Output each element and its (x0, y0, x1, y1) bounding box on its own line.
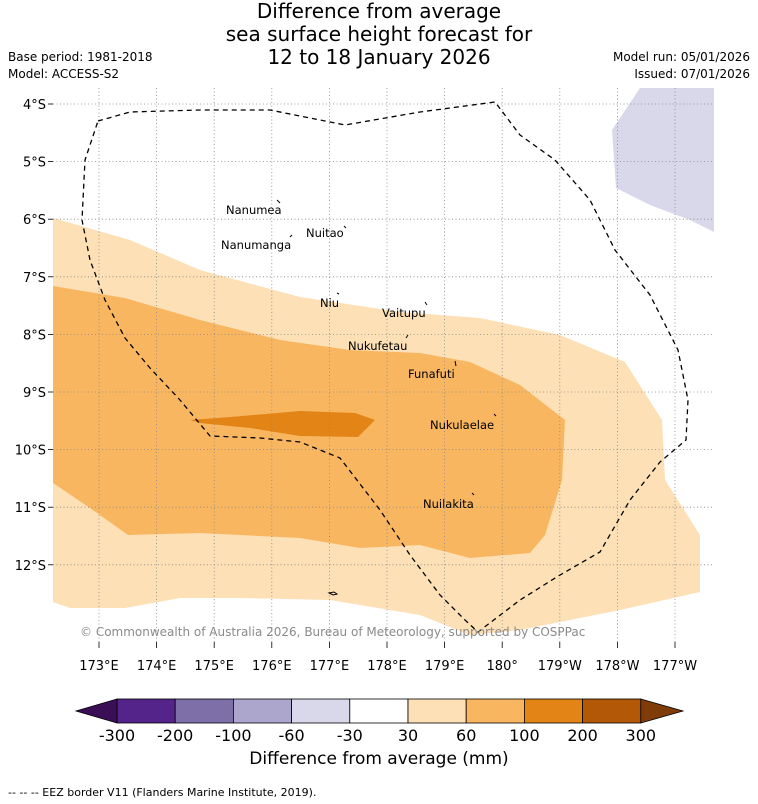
island-markers (276, 199, 497, 496)
lat-label: 11°S (15, 501, 46, 516)
lon-label: 179°W (538, 659, 582, 674)
lat-label: 4°S (23, 98, 46, 113)
island-label-nukufetau: Nukufetau (348, 339, 407, 353)
island-label-funafuti: Funafuti (408, 367, 455, 381)
island-mark-nukufetau (405, 334, 409, 339)
colorbar-tick-label: -300 (99, 726, 135, 745)
eez-legend-note: -- -- -- EEZ border V11 (Flanders Marine… (8, 786, 317, 799)
lat-label: 10°S (15, 444, 46, 459)
island-mark-vaitupu (424, 301, 428, 306)
colorbar-tick-label: -60 (279, 726, 305, 745)
island-mark-nuitao (343, 225, 347, 229)
colorbar-segment-neutral (349, 698, 409, 724)
island-mark-nanumanga (289, 234, 293, 238)
lon-label: 180° (487, 659, 518, 674)
island-mark-nuilakita (471, 492, 475, 496)
base-period: Base period: 1981-2018 (8, 50, 153, 64)
lon-label: 178°E (367, 659, 407, 674)
colorbar-segment-neg100 (232, 698, 292, 724)
colorbar-tick-label: 30 (398, 726, 418, 745)
map-plot-area (53, 88, 714, 635)
colorbar-title: Difference from average (mm) (249, 749, 509, 769)
lon-label: 176°E (252, 659, 292, 674)
lat-label: 9°S (23, 386, 46, 401)
reef-outline (327, 591, 339, 596)
colorbar-tick-labels: -300 -200 -100 -60 -30 30 60 100 200 300 (99, 726, 656, 745)
island-label-vaitupu: Vaitupu (382, 306, 426, 320)
colorbar-segment-pos100 (524, 698, 584, 724)
title-line-3: 12 to 18 January 2026 (267, 45, 491, 69)
colorbar-tick-label: -100 (215, 726, 251, 745)
lon-label: 179°E (425, 659, 465, 674)
lon-label: 178°W (595, 659, 639, 674)
island-mark-funafuti (454, 360, 457, 367)
meta-right: Model run: 05/01/2026 Issued: 07/01/2026 (613, 49, 750, 83)
colorbar-segment-pos30 (407, 698, 467, 724)
island-label-nanumanga: Nanumanga (221, 238, 291, 252)
lon-label: 175°E (194, 659, 234, 674)
colorbar-tick-label: 100 (509, 726, 540, 745)
copyright-text: © Commonwealth of Australia 2026, Bureau… (80, 625, 586, 639)
colorbar-tick-label: 200 (567, 726, 598, 745)
model-name: Model: ACCESS-S2 (8, 67, 120, 81)
lat-label: 8°S (23, 328, 46, 343)
island-mark-nanumea (276, 199, 281, 204)
lat-label: 6°S (23, 213, 46, 228)
island-label-nanumea: Nanumea (226, 203, 282, 217)
colorbar-tick-label: 300 (626, 726, 657, 745)
gridlines (48, 88, 714, 648)
model-run: Model run: 05/01/2026 (612, 50, 750, 64)
latitude-axis: 4°S 5°S 6°S 7°S 8°S 9°S 10°S 11°S 12°S (15, 98, 46, 574)
island-label-nuitao: Nuitao (306, 226, 344, 240)
colorbar-segment-neg200 (174, 698, 234, 724)
lon-label: 177°W (653, 659, 697, 674)
colorbar (74, 698, 685, 724)
colorbar-segment-neg60 (291, 698, 351, 724)
island-mark-niu (336, 292, 340, 295)
lat-label: 7°S (23, 271, 46, 286)
issued-date: Issued: 07/01/2026 (634, 67, 750, 81)
colorbar-tick-label: 60 (456, 726, 476, 745)
meta-left: Base period: 1981-2018 Model: ACCESS-S2 (8, 49, 153, 83)
island-label-nuilakita: Nuilakita (423, 497, 474, 511)
lat-label: 5°S (23, 156, 46, 171)
island-label-nukulaelae: Nukulaelae (430, 418, 494, 432)
chart-title: Difference from average sea surface heig… (0, 0, 758, 69)
island-mark-nukulaelae (493, 413, 497, 417)
colorbar-extend-low (74, 698, 118, 724)
longitude-axis: 173°E 174°E 175°E 176°E 177°E 178°E 179°E 180° 1… (79, 659, 697, 674)
title-line-2: sea surface height forecast for (225, 22, 533, 46)
colorbar-tick-label: -200 (157, 726, 193, 745)
eez-border (81, 101, 689, 633)
title-line-1: Difference from average (256, 0, 502, 23)
lon-label: 177°E (310, 659, 350, 674)
lon-label: 174°E (137, 659, 177, 674)
colorbar-tick-label: -30 (337, 726, 363, 745)
colorbar-extend-high (640, 698, 685, 724)
island-label-niu: Niu (320, 296, 339, 310)
colorbar-segment-neg300 (116, 698, 176, 724)
lon-label: 173°E (79, 659, 119, 674)
colorbar-segment-pos200 (582, 698, 642, 724)
colorbar-segment-pos60 (465, 698, 525, 724)
anomaly-region-100-200 (190, 411, 375, 437)
lat-label: 12°S (15, 559, 46, 574)
anomaly-region-minus-30-60 (612, 88, 714, 232)
